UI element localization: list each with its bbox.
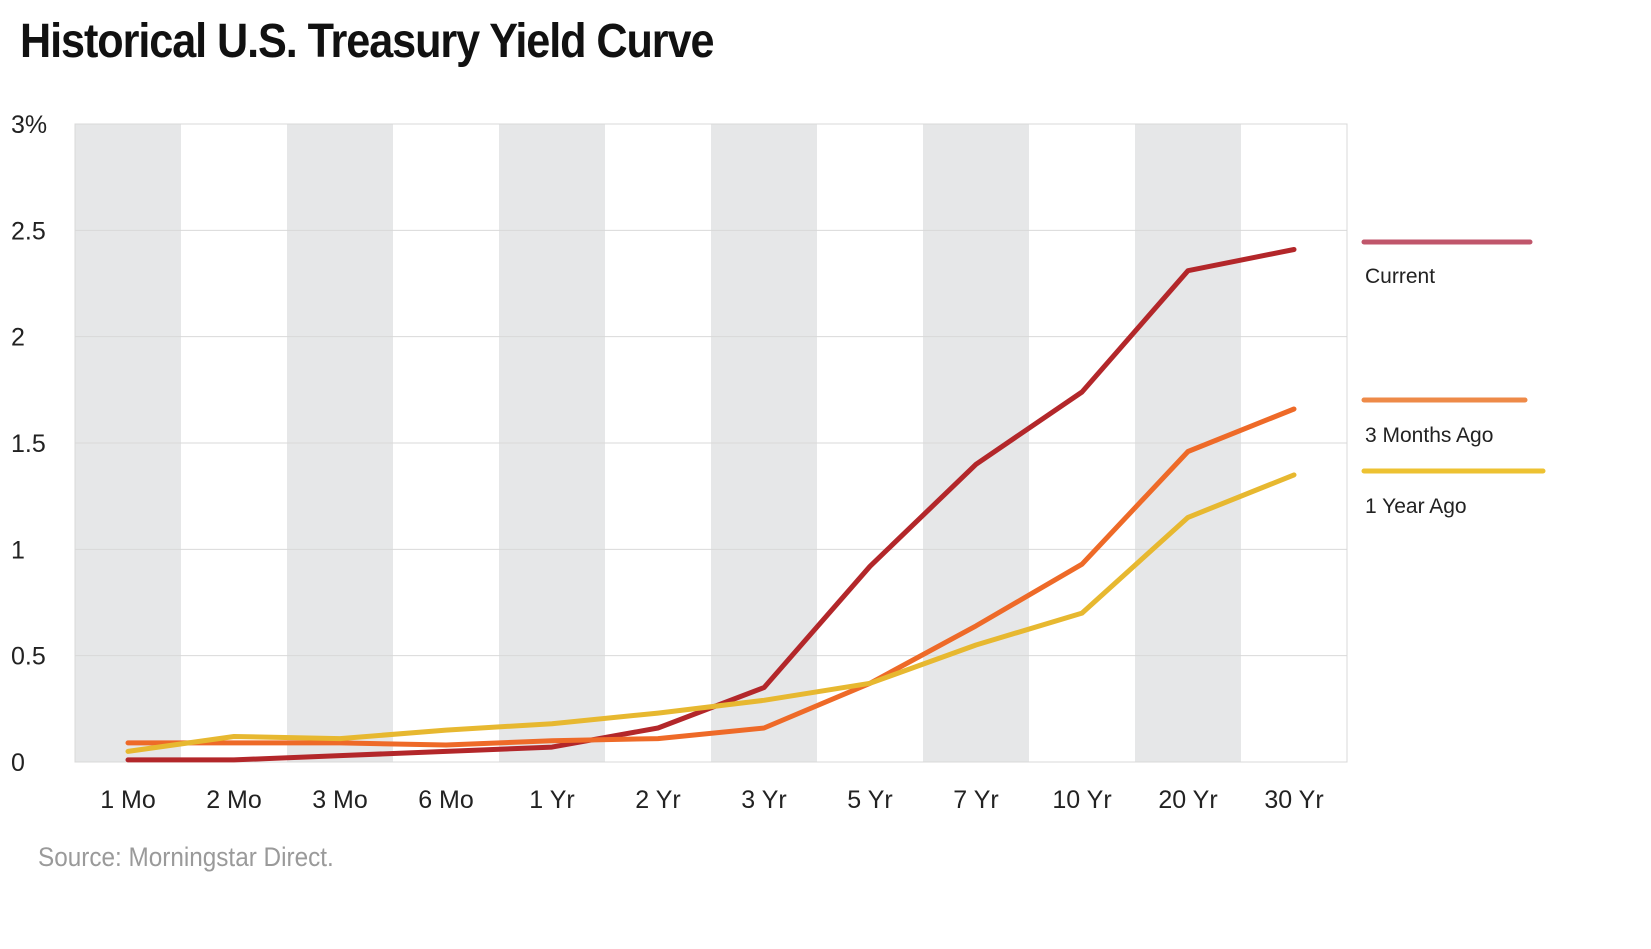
y-tick-label: 2.5 (11, 217, 46, 245)
x-tick-label: 10 Yr (1052, 786, 1111, 814)
legend-label: Current (1365, 265, 1435, 288)
series-line (125, 406, 1297, 748)
x-tick-label: 2 Yr (635, 786, 680, 814)
x-tick-label: 5 Yr (847, 786, 892, 814)
y-tick-label: 0 (11, 749, 25, 777)
x-tick-label: 3 Mo (312, 786, 368, 814)
legend-label: 1 Year Ago (1365, 495, 1467, 518)
series-lines (125, 247, 1297, 763)
y-tick-label: 1 (11, 536, 25, 564)
y-tick-label: 3% (11, 111, 47, 139)
plot-frame (74, 123, 1348, 763)
x-tick-label: 1 Mo (100, 786, 156, 814)
x-tick-label: 1 Yr (529, 786, 574, 814)
chart-title: Historical U.S. Treasury Yield Curve (20, 15, 715, 68)
x-tick-label: 20 Yr (1158, 786, 1217, 814)
x-tick-label: 7 Yr (953, 786, 998, 814)
y-tick-label: 2 (11, 324, 25, 352)
x-axis-tick-labels: 1 Mo 2 Mo 3 Mo 6 Mo 1 Yr 2 Yr 3 Yr 5 Yr 7 Yr 10 Y… (100, 786, 1323, 814)
legend: Current 3 Months Ago 1 Year Ago (1361, 239, 1546, 518)
y-tick-label: 0.5 (11, 643, 46, 671)
source-note: Source: Morningstar Direct. (38, 842, 334, 872)
legend-label: 3 Months Ago (1365, 424, 1493, 447)
x-tick-label: 6 Mo (418, 786, 474, 814)
x-tick-label: 30 Yr (1264, 786, 1323, 814)
y-tick-label: 1.5 (11, 430, 46, 458)
x-tick-label: 2 Mo (206, 786, 262, 814)
x-tick-label: 3 Yr (741, 786, 786, 814)
series-line (125, 472, 1297, 754)
y-axis-tick-labels: 0 0.5 1 1.5 2 2.5 3% (11, 111, 47, 777)
